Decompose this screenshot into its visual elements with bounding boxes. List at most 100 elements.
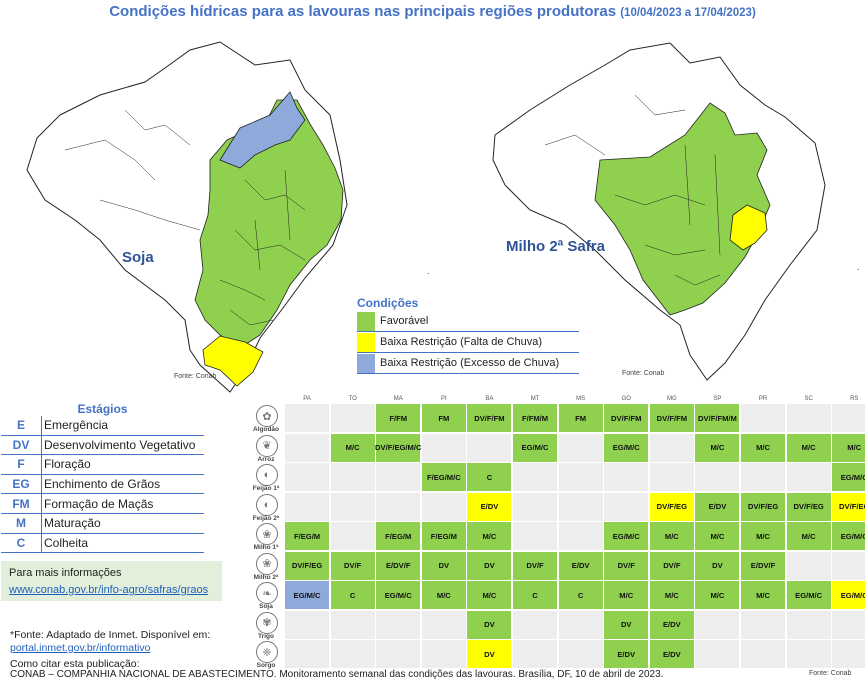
table-cell: E/DV/F [376,551,421,580]
table-cell: FM [558,404,603,432]
cotton-icon: ✿ [256,405,278,427]
table-cell [376,640,421,668]
table-cell [285,404,330,432]
table-cell [786,610,831,639]
stage-name: Emergência [41,416,204,435]
table-cell: DV [467,640,512,668]
crop-label: Milho 1ª [253,544,279,551]
stage-row: C Colheita [1,533,204,554]
table-cell: M/C [741,581,786,609]
table-cell: EG/M/C [285,581,330,609]
table-cell [832,551,865,580]
legend-label: Favorável [380,315,429,327]
milho-source: Fonte: Conab [622,370,665,377]
table-cell: M/C [695,581,740,609]
bean-icon: ◐ [256,493,278,516]
table-cell [558,522,603,550]
table-cell: EG/M/C [786,581,831,609]
table-cell: M/C [467,581,512,609]
soja-map-label: Soja [122,249,154,266]
rice-icon: ❦ [256,434,278,457]
legend-item-falta-chuva: Baixa Restrição (Falta de Chuva) [357,332,579,353]
table-cell: DV/F/EG [649,492,694,521]
crop-label: Sorgo [256,662,276,669]
stage-name: Maturação [41,513,204,533]
table-cell: EG/M/C [604,433,649,462]
legend-title: Condições [357,296,419,310]
table-cell: EG/M/C [832,463,865,491]
table-cell: DV/F [330,551,375,580]
info-link[interactable]: www.conab.gov.br/info-agro/safras/graos [9,584,209,596]
table-cell: M/C [421,581,466,609]
stage-code: C [16,535,26,550]
table-cell: M/C [786,433,831,462]
sorghum-icon: ❈ [256,641,278,663]
table-cell: M/C [467,522,512,550]
corn-icon: ❀ [256,523,278,545]
title-range: (10/04/2023 a 17/04/2023) [620,7,756,19]
table-cell: M/C [330,433,375,462]
table-cell [695,463,740,491]
state-header: RS [850,396,859,402]
table-cell [832,404,865,432]
table-cell: E/DV [604,640,649,668]
table-cell [741,640,786,668]
crop-label: Feijão 1ª [252,485,280,492]
table-cell [285,640,330,668]
page-title: Condições hídricas para as lavouras nas … [0,3,865,20]
stage-name: Enchimento de Grãos [41,474,204,494]
stage-code: FM [12,496,30,511]
table-cell [832,610,865,639]
table-cell: DV/F/EG [285,551,330,580]
title-text: Condições hídricas para as lavouras nas … [109,3,617,20]
table-cell [558,433,603,462]
table-cell [285,463,330,491]
table-cell: M/C [649,522,694,550]
state-header: GO [621,396,631,402]
table-cell [649,433,694,462]
state-header: MS [576,396,586,402]
wheat-icon: ✾ [256,611,278,634]
state-header: PI [441,396,447,402]
table-cell: E/DV [695,492,740,521]
stage-code: EG [12,477,30,492]
table-cell: DV/F/EG [741,492,786,521]
table-cell: DV/F/EG [786,492,831,521]
table-cell [604,463,649,491]
bean-icon: ◐ [256,464,278,486]
table-cell [604,492,649,521]
table-cell: EG/M/C [513,433,558,462]
table-cell [467,433,512,462]
table-cell: DV/F/FM/M [695,404,740,432]
legend-item-favoravel: Favorável [357,311,579,332]
table-cell [513,640,558,668]
table-source: Fonte: Conab [809,670,852,677]
table-cell: C [513,581,558,609]
table-cell [376,610,421,639]
state-header: MT [530,396,540,402]
table-cell [513,610,558,639]
table-cell [330,463,375,491]
table-cell [376,492,421,521]
table-cell [330,610,375,639]
info-label: Para mais informações [9,567,122,579]
stage-name: Floração [41,455,204,474]
crop-label: Soja [259,603,273,610]
table-cell [285,492,330,521]
milho-map-label: Milho 2ª Safra [506,238,605,255]
table-cell: EG/M/C [832,522,865,550]
table-cell [330,404,375,432]
table-cell: F/EG/M [285,522,330,550]
table-cell [558,492,603,521]
table-cell: M/C [649,581,694,609]
stage-code: M [16,516,26,531]
legend-label: Baixa Restrição (Falta de Chuva) [380,336,543,348]
table-cell [513,463,558,491]
table-cell: F/EG/M [421,522,466,550]
state-header: MG [667,396,677,402]
state-header: MA [393,396,403,402]
table-cell: DV [604,610,649,639]
table-cell: F/EG/M [376,522,421,550]
table-cell: DV [421,551,466,580]
source-link[interactable]: portal.inmet.gov.br/informativo [10,642,151,654]
